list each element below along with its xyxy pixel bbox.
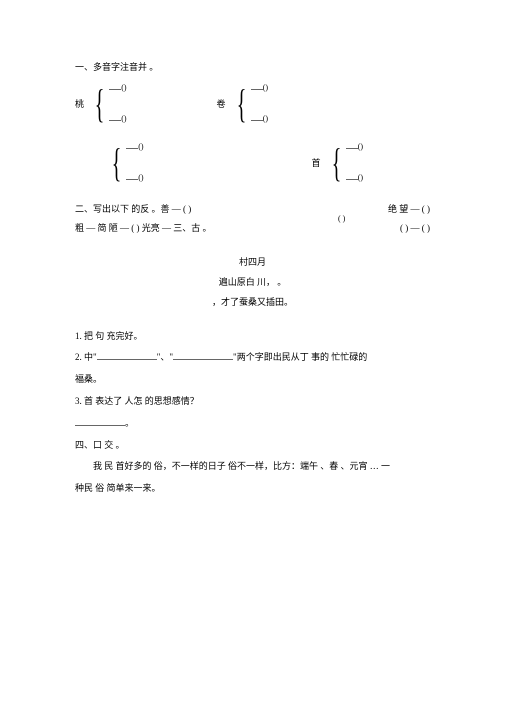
bracket-group-1: 桃 { () (): [75, 82, 127, 126]
blank: [109, 82, 121, 90]
q2-pre: 2. 中": [75, 352, 97, 362]
poem-line-2: ，才了蚕桑又插田。: [75, 293, 430, 313]
section4-line1: 我 民 首好多的 俗，不一样的日子 俗不一样，比方：端午 、春 、元宵 … 一: [75, 457, 430, 477]
paren: (): [358, 172, 363, 185]
section4-title: 四、口 交 。: [75, 436, 430, 456]
bracket-label-1: 桃: [75, 97, 84, 111]
paren: — ( ): [411, 223, 431, 233]
bracket-content-1: () (): [109, 82, 126, 126]
blank: [97, 352, 157, 360]
blank: [346, 172, 358, 180]
section2-line2-right: ( ) — ( ): [400, 219, 430, 239]
q2-mid: "、": [157, 352, 173, 362]
poem: 村四月 遍山原白 川， 。 ，才了蚕桑又插田。: [75, 253, 430, 312]
answer-line: 。: [75, 414, 430, 434]
paren: ( ): [338, 210, 345, 228]
q2-post: "两个字即出民从丁 事的 忙忙碌的: [233, 352, 367, 362]
blank: [109, 113, 121, 121]
left-brace-icon: {: [236, 86, 246, 122]
blank: [173, 352, 233, 360]
bracket-group-4: 首 { () (): [312, 141, 364, 185]
blank: [126, 141, 138, 149]
blank: [251, 113, 263, 121]
question-2: 2. 中" "、" "两个字即出民从丁 事的 忙忙碌的: [75, 348, 430, 368]
section4-line2: 种民 俗 简单来一来。: [75, 479, 430, 499]
bracket-group-2: 卷 { () (): [217, 82, 269, 126]
question-3: 3. 首 表达了 人怎 的思想感情？: [75, 392, 430, 412]
bracket-content-4: () (): [346, 141, 363, 185]
left-brace-icon: {: [331, 145, 341, 181]
paren: (): [358, 141, 363, 154]
blank: [75, 418, 125, 426]
bracket-content-3: () (): [126, 141, 143, 185]
paren: (): [263, 82, 268, 95]
bracket-label-4: 首: [312, 156, 321, 170]
paren: (): [121, 82, 126, 95]
question-2-line2: 福桑。: [75, 370, 430, 390]
paren: ( ): [400, 223, 408, 233]
left-brace-icon: {: [112, 145, 122, 181]
question-1: 1. 把 句 充完好。: [75, 327, 430, 347]
poem-line-1: 遍山原白 川， 。: [75, 273, 430, 293]
paren: (): [138, 172, 143, 185]
brackets-row-2: { () () 首 { () (): [75, 141, 430, 185]
section2-right: 绝 望 — ( ): [388, 204, 430, 214]
blank: [346, 141, 358, 149]
section2: 二、写出以下 的反 。善 — ( ) 绝 望 — ( ) ( ) 粗 — 简 陋…: [75, 200, 430, 240]
bracket-label-2: 卷: [217, 97, 226, 111]
blank: [251, 82, 263, 90]
section2-title: 二、写出以下 的反 。善 — ( ): [75, 200, 191, 220]
section1-title: 一、多音字注音并 。: [75, 60, 430, 74]
paren: (): [263, 113, 268, 126]
poem-title: 村四月: [75, 253, 430, 273]
bracket-group-3: { () (): [101, 141, 144, 185]
blank: [126, 172, 138, 180]
section2-line2-left: 粗 — 简 陋 — ( ) 光亮 — 三、古 。: [75, 219, 212, 239]
paren: (): [121, 113, 126, 126]
brackets-row-1: 桃 { () () 卷 { () (): [75, 82, 430, 126]
left-brace-icon: {: [95, 86, 105, 122]
paren: (): [138, 141, 143, 154]
bracket-content-2: () (): [251, 82, 268, 126]
